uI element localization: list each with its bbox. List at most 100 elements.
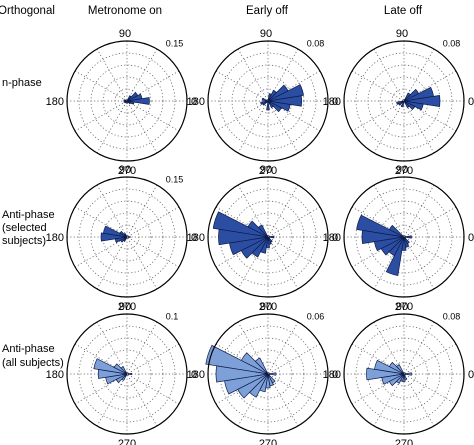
angle-label-180: 180 xyxy=(187,232,205,244)
histogram-bar xyxy=(265,373,271,389)
row-label-anti-phase-all-line1: Anti-phase xyxy=(2,343,55,355)
angle-label-0: 0 xyxy=(191,96,197,108)
angle-label-270: 270 xyxy=(118,301,136,313)
histogram-bar xyxy=(251,236,269,258)
histogram-bar xyxy=(240,236,269,259)
angle-label-0: 0 xyxy=(468,96,474,108)
histogram-bar xyxy=(388,361,405,375)
histogram-bar xyxy=(401,236,407,251)
histogram-bar xyxy=(403,372,412,376)
histogram-bar xyxy=(403,100,410,109)
histogram-bar xyxy=(267,372,277,376)
grid-ring xyxy=(78,188,176,286)
angle-label-180: 180 xyxy=(323,96,341,108)
angle-label-270: 270 xyxy=(259,165,277,177)
angle-label-0: 0 xyxy=(468,369,474,381)
histogram-bar xyxy=(403,100,416,110)
angle-label-0: 0 xyxy=(332,96,338,108)
histogram-bar xyxy=(396,373,405,384)
polar-outer-circle xyxy=(207,313,329,435)
radial-max-label: 0.08 xyxy=(443,312,461,322)
histogram-bar xyxy=(215,365,269,383)
angle-label-270: 270 xyxy=(395,165,413,177)
histogram-bar xyxy=(126,372,133,376)
polar-outer-circle xyxy=(66,176,188,298)
histogram-bar xyxy=(260,236,269,254)
histogram-bar xyxy=(385,236,405,276)
polar-outer-circle xyxy=(207,176,329,298)
histogram-bar xyxy=(261,97,269,102)
grid-ring xyxy=(355,52,453,150)
grid-ring xyxy=(78,325,176,423)
angle-label-90: 90 xyxy=(396,301,408,313)
histogram-bar xyxy=(403,94,441,108)
angle-label-90: 90 xyxy=(119,301,131,313)
polar-panel-r1-c1: 90 180 270 0 xyxy=(187,164,338,313)
histogram-bar xyxy=(240,352,269,375)
angle-label-270: 270 xyxy=(118,165,136,177)
histogram-bar xyxy=(356,214,405,238)
histogram-bar xyxy=(366,367,405,381)
histogram-bar xyxy=(267,93,272,102)
angle-label-180: 180 xyxy=(187,96,205,108)
radial-max-label: 0.1 xyxy=(166,312,179,322)
histogram-bar xyxy=(113,363,128,375)
histogram-bar xyxy=(398,100,405,106)
histogram-bar xyxy=(267,100,282,113)
histogram-bar xyxy=(403,236,410,245)
histogram-bar xyxy=(403,92,411,102)
angle-label-270: 270 xyxy=(118,438,136,445)
grid-ring xyxy=(355,325,453,423)
histogram-bar xyxy=(229,236,269,256)
histogram-bar xyxy=(237,373,269,399)
polar-panel-r0-c2: 90 180 270 0 0.08 xyxy=(323,28,474,177)
histogram-bar xyxy=(249,373,269,398)
angle-label-180: 180 xyxy=(46,96,64,108)
grid-ring xyxy=(78,52,176,150)
polar-outer-circle xyxy=(207,40,329,162)
histogram-bar xyxy=(126,100,132,105)
histogram-bar xyxy=(267,84,289,102)
angle-label-90: 90 xyxy=(260,301,272,313)
histogram-bar xyxy=(126,95,132,102)
polar-panel-r2-c0: 90 180 270 0 0.1 xyxy=(46,301,197,445)
histogram-bar xyxy=(266,100,270,111)
angle-label-180: 180 xyxy=(187,369,205,381)
polar-outer-circle xyxy=(66,40,188,162)
histogram-bar xyxy=(403,373,408,381)
angle-label-90: 90 xyxy=(260,28,272,40)
histogram-bar xyxy=(123,236,128,242)
histogram-bar xyxy=(93,358,128,375)
radial-max-label: 0.08 xyxy=(307,39,325,49)
histogram-bar xyxy=(97,369,128,379)
histogram-bar xyxy=(267,235,275,239)
angle-label-0: 0 xyxy=(332,369,338,381)
histogram-bar xyxy=(403,88,420,102)
grid-ring xyxy=(355,188,453,286)
angle-label-270: 270 xyxy=(259,301,277,313)
histogram-bar xyxy=(259,373,269,393)
row-label-anti-phase-selected-line2: (selected xyxy=(2,222,47,234)
polar-panel-r0-c0: 90 180 270 0 0.15 xyxy=(46,28,197,177)
angle-label-90: 90 xyxy=(260,164,272,176)
row-label-in-phase: n-phase xyxy=(2,77,42,89)
polar-panel-r2-c2: 90 180 270 0 0.08 xyxy=(323,301,474,445)
histogram-bar xyxy=(224,373,269,395)
angle-label-90: 90 xyxy=(396,28,408,40)
angle-label-90: 90 xyxy=(119,164,131,176)
histogram-bar xyxy=(121,373,128,381)
angle-label-180: 180 xyxy=(46,232,64,244)
histogram-bar xyxy=(120,366,128,375)
polar-outer-circle xyxy=(343,40,465,162)
histogram-bar xyxy=(267,373,276,384)
angle-label-180: 180 xyxy=(46,369,64,381)
histogram-bar xyxy=(265,236,271,248)
histogram-bar xyxy=(400,100,405,108)
row-label-anti-phase-selected-line1: Anti-phase xyxy=(2,209,55,221)
histogram-bar xyxy=(403,235,412,239)
histogram-bar xyxy=(267,236,273,243)
histogram-bar xyxy=(126,97,150,105)
angle-label-90: 90 xyxy=(119,28,131,40)
radial-max-label: 0.06 xyxy=(307,312,325,322)
